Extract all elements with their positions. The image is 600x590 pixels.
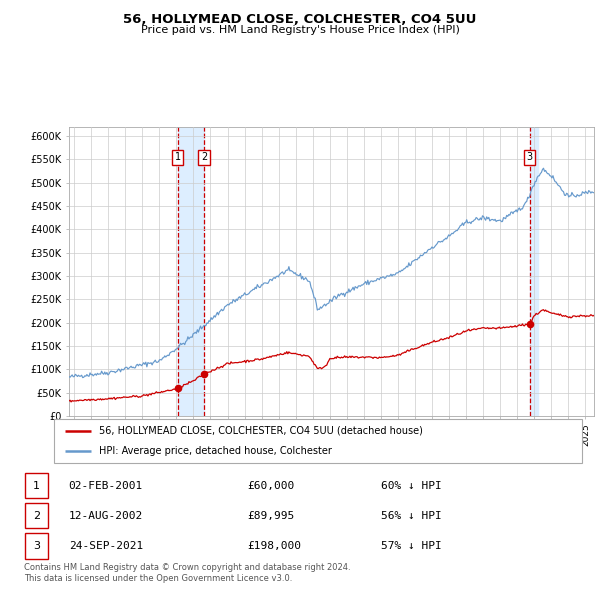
Text: Price paid vs. HM Land Registry's House Price Index (HPI): Price paid vs. HM Land Registry's House … — [140, 25, 460, 35]
FancyBboxPatch shape — [54, 419, 582, 463]
FancyBboxPatch shape — [25, 473, 48, 499]
Text: £60,000: £60,000 — [247, 480, 295, 490]
FancyBboxPatch shape — [25, 503, 48, 529]
Text: 60% ↓ HPI: 60% ↓ HPI — [381, 480, 442, 490]
FancyBboxPatch shape — [25, 533, 48, 559]
Text: 02-FEB-2001: 02-FEB-2001 — [68, 480, 143, 490]
Text: 2: 2 — [201, 152, 207, 162]
Text: 56% ↓ HPI: 56% ↓ HPI — [381, 511, 442, 521]
Text: £89,995: £89,995 — [247, 511, 295, 521]
Text: Contains HM Land Registry data © Crown copyright and database right 2024.
This d: Contains HM Land Registry data © Crown c… — [24, 563, 350, 583]
Bar — [178, 127, 204, 416]
Text: 56, HOLLYMEAD CLOSE, COLCHESTER, CO4 5UU: 56, HOLLYMEAD CLOSE, COLCHESTER, CO4 5UU — [124, 13, 476, 26]
Text: 3: 3 — [527, 152, 533, 162]
Text: 1: 1 — [175, 152, 181, 162]
Text: HPI: Average price, detached house, Colchester: HPI: Average price, detached house, Colc… — [99, 446, 332, 456]
Bar — [530, 127, 538, 416]
Text: 57% ↓ HPI: 57% ↓ HPI — [381, 541, 442, 551]
Text: £198,000: £198,000 — [247, 541, 301, 551]
Text: 24-SEP-2021: 24-SEP-2021 — [68, 541, 143, 551]
Text: 2: 2 — [33, 511, 40, 521]
Text: 56, HOLLYMEAD CLOSE, COLCHESTER, CO4 5UU (detached house): 56, HOLLYMEAD CLOSE, COLCHESTER, CO4 5UU… — [99, 426, 423, 436]
Text: 1: 1 — [33, 480, 40, 490]
Text: 3: 3 — [33, 541, 40, 551]
Text: 12-AUG-2002: 12-AUG-2002 — [68, 511, 143, 521]
